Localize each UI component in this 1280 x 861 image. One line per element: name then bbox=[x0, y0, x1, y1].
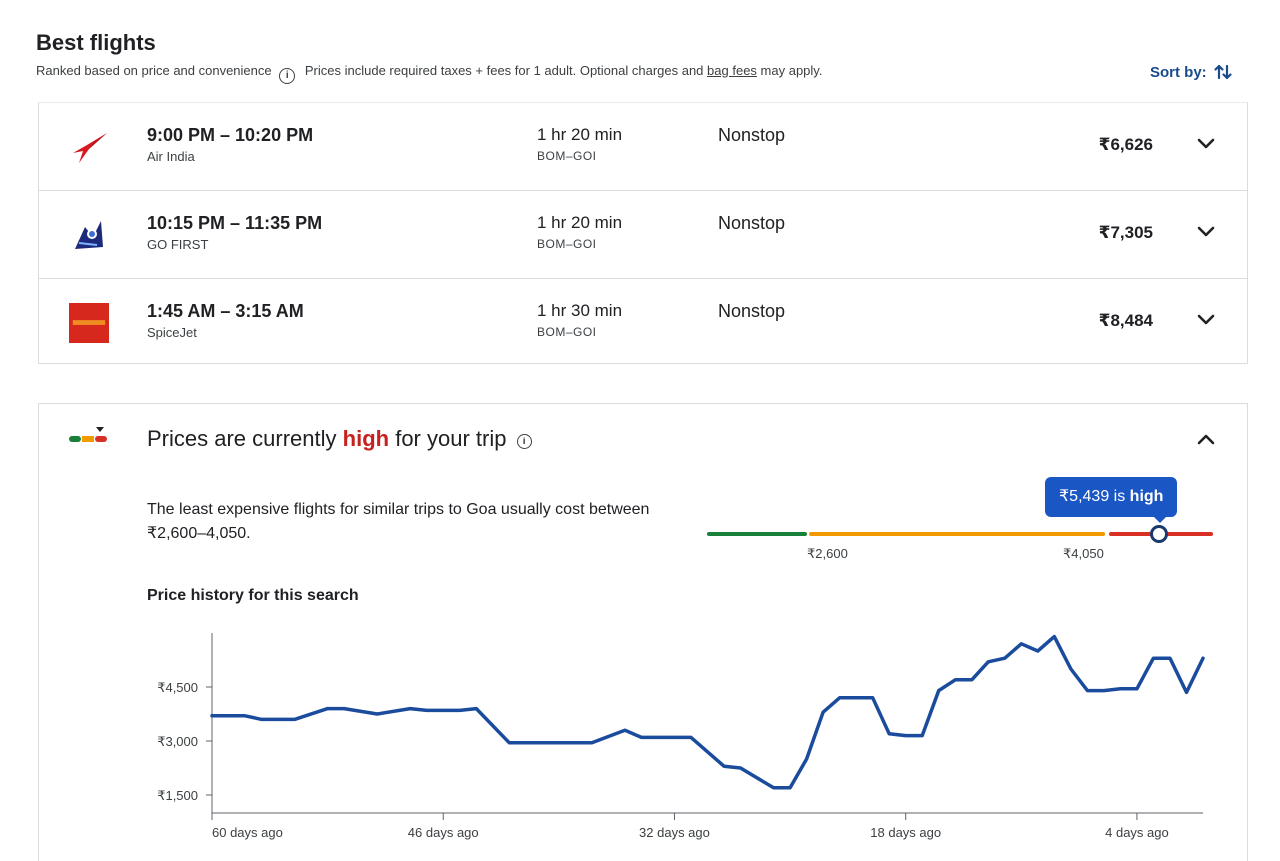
x-tick-label: 60 days ago bbox=[212, 825, 283, 840]
y-tick-label: ₹3,000 bbox=[157, 734, 198, 749]
chevron-down-icon[interactable] bbox=[1195, 133, 1217, 155]
insight-title-end: for your trip bbox=[395, 426, 507, 451]
flight-row-go-first[interactable]: 10:15 PM – 11:35 PM GO FIRST 1 hr 20 min… bbox=[39, 191, 1247, 279]
page-title: Best flights bbox=[36, 30, 156, 55]
go-first-logo-icon bbox=[69, 215, 109, 255]
flight-stops: Nonstop bbox=[718, 213, 786, 233]
price-level-highlight: high bbox=[342, 426, 390, 451]
price-level-indicator-icon bbox=[69, 424, 109, 453]
flight-stops: Nonstop bbox=[718, 301, 786, 321]
info-icon[interactable]: i bbox=[279, 68, 296, 84]
air-india-logo-icon bbox=[69, 127, 109, 167]
price-insight-card: Prices are currently high for your trip … bbox=[38, 403, 1248, 861]
x-tick-label: 4 days ago bbox=[1105, 825, 1169, 840]
sort-by-label: Sort by: bbox=[1150, 63, 1207, 81]
flight-duration: 1 hr 30 min bbox=[537, 301, 623, 320]
airline-name: SpiceJet bbox=[147, 325, 197, 340]
price-range-bar: ₹2,600 ₹4,050 bbox=[707, 524, 1213, 564]
info-icon[interactable]: i bbox=[516, 434, 532, 449]
ranking-note: Ranked based on price and convenience i … bbox=[36, 63, 822, 84]
airline-name: Air India bbox=[147, 149, 195, 164]
sort-by-button[interactable]: Sort by: bbox=[1150, 62, 1233, 82]
flight-row-air-india[interactable]: 9:00 PM – 10:20 PM Air India 1 hr 20 min… bbox=[39, 103, 1247, 191]
flight-list: 9:00 PM – 10:20 PM Air India 1 hr 20 min… bbox=[38, 102, 1248, 364]
spicejet-logo-icon bbox=[69, 303, 109, 343]
range-low-label: ₹2,600 bbox=[807, 546, 848, 561]
typical-price-range-text: The least expensive flights for similar … bbox=[147, 501, 650, 542]
y-tick-label: ₹1,500 bbox=[157, 788, 198, 803]
tooltip-arrow bbox=[1153, 516, 1167, 523]
airline-name: GO FIRST bbox=[147, 237, 209, 252]
flight-times: 10:15 PM – 11:35 PM bbox=[147, 213, 323, 233]
flight-row-spicejet[interactable]: 1:45 AM – 3:15 AM SpiceJet 1 hr 30 min B… bbox=[39, 279, 1247, 367]
flight-route: BOM–GOI bbox=[537, 237, 597, 251]
sort-arrows-icon bbox=[1214, 64, 1232, 80]
range-high-label: ₹4,050 bbox=[1063, 546, 1104, 561]
x-tick-label: 46 days ago bbox=[408, 825, 479, 840]
price-history-title: Price history for this search bbox=[147, 587, 359, 604]
flight-times: 1:45 AM – 3:15 AM bbox=[147, 301, 304, 321]
flight-price: ₹7,305 bbox=[1098, 223, 1153, 242]
prices-note-text: Prices include required taxes + fees for… bbox=[304, 63, 704, 78]
ranked-text: Ranked based on price and convenience bbox=[36, 63, 272, 78]
flight-route: BOM–GOI bbox=[537, 325, 597, 339]
flight-route: BOM–GOI bbox=[537, 149, 597, 163]
chevron-down-icon[interactable] bbox=[1195, 221, 1217, 243]
chevron-down-icon[interactable] bbox=[1195, 309, 1217, 331]
range-low-segment bbox=[707, 532, 807, 536]
price-insight-title: Prices are currently high for your trip … bbox=[147, 426, 532, 452]
bag-fees-link[interactable]: bag fees bbox=[707, 63, 757, 78]
flight-price: ₹8,484 bbox=[1098, 311, 1153, 330]
x-tick-label: 18 days ago bbox=[870, 825, 941, 840]
current-price-tooltip: ₹5,439 is high bbox=[1045, 477, 1178, 517]
tooltip-level: high bbox=[1129, 488, 1164, 505]
y-tick-label: ₹4,500 bbox=[157, 680, 198, 695]
flight-price: ₹6,626 bbox=[1098, 135, 1153, 154]
flight-duration: 1 hr 20 min bbox=[537, 213, 623, 232]
prices-note-suffix: may apply. bbox=[760, 63, 823, 78]
flight-duration: 1 hr 20 min bbox=[537, 125, 623, 144]
chevron-up-icon[interactable] bbox=[1195, 428, 1217, 450]
x-tick-label: 32 days ago bbox=[639, 825, 710, 840]
price-history-line bbox=[210, 634, 1205, 790]
flight-times: 9:00 PM – 10:20 PM bbox=[147, 125, 314, 145]
tooltip-price: ₹5,439 is bbox=[1059, 488, 1126, 505]
insight-title-start: Prices are currently bbox=[147, 426, 337, 451]
flight-stops: Nonstop bbox=[718, 125, 786, 145]
range-typical-segment bbox=[809, 532, 1105, 536]
current-price-marker bbox=[1150, 525, 1168, 543]
